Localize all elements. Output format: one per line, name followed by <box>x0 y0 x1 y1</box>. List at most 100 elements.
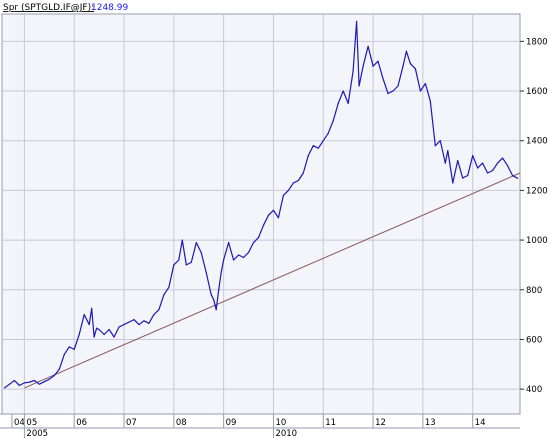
x-tick-label: 11 <box>325 418 336 428</box>
price-point <box>237 254 240 256</box>
price-point <box>158 309 160 311</box>
price-point <box>477 167 479 169</box>
price-point <box>358 85 360 87</box>
price-point <box>312 145 314 147</box>
price-point <box>43 381 45 383</box>
price-point <box>405 50 408 52</box>
price-point <box>233 259 235 261</box>
price-point <box>267 214 270 216</box>
price-point <box>282 194 285 196</box>
price-point <box>228 241 230 244</box>
price-point <box>392 90 394 92</box>
price-point <box>93 336 95 338</box>
x-tick-label: 10 <box>275 418 286 428</box>
price-point <box>83 314 85 316</box>
price-point <box>88 323 90 326</box>
price-point <box>18 384 21 387</box>
price-point <box>13 379 16 382</box>
price-point <box>215 309 217 311</box>
price-point <box>185 264 187 266</box>
symbol-label[interactable]: Spr (SPTGLD.IF@JF): <box>3 3 94 13</box>
price-point <box>382 77 384 80</box>
price-point <box>220 271 222 273</box>
price-point <box>322 140 324 142</box>
price-point <box>347 102 349 105</box>
y-tick-label: 1800 <box>526 37 548 47</box>
price-point <box>387 92 389 95</box>
price-point <box>327 132 329 134</box>
price-point <box>362 65 364 67</box>
price-point <box>28 381 30 383</box>
price-point <box>292 182 294 184</box>
price-point <box>33 379 35 382</box>
price-point <box>213 299 215 301</box>
price-point <box>457 159 459 162</box>
price-point <box>173 264 175 266</box>
price-point <box>402 65 404 67</box>
price-point <box>200 251 202 254</box>
price-point <box>332 120 334 122</box>
header-bar <box>0 0 520 13</box>
price-point <box>78 333 80 336</box>
price-point <box>96 327 98 329</box>
price-point <box>128 321 130 323</box>
price-point <box>73 348 75 351</box>
price-point <box>352 70 354 72</box>
price-point <box>58 368 60 370</box>
price-point <box>133 318 135 321</box>
price-point <box>118 326 120 328</box>
price-point <box>113 336 115 338</box>
price-point <box>302 172 304 174</box>
price-point <box>223 259 225 261</box>
plot-area[interactable] <box>1 13 521 415</box>
x-tick-label: 06 <box>76 418 87 428</box>
price-point <box>210 294 212 296</box>
price-point <box>356 20 358 23</box>
price-point <box>492 169 494 172</box>
trend-line <box>24 172 521 389</box>
price-point <box>178 259 180 261</box>
price-point <box>506 164 509 167</box>
x-year-label: 2005 <box>26 429 48 438</box>
price-point <box>372 65 374 67</box>
price-point <box>429 100 431 102</box>
price-point <box>148 322 150 324</box>
last-value-label: 1248.99 <box>91 3 128 13</box>
y-tick-label: 1600 <box>526 87 548 97</box>
y-tick-label: 400 <box>526 385 542 395</box>
price-point <box>439 140 441 142</box>
price-point <box>138 323 140 326</box>
price-point <box>482 162 484 164</box>
price-point <box>63 353 65 355</box>
price-point <box>462 177 464 179</box>
price-point <box>218 289 220 291</box>
x-tick-label: 12 <box>375 418 386 428</box>
price-layer <box>3 20 519 389</box>
x-tick-label: 08 <box>176 418 187 428</box>
price-point <box>98 328 100 331</box>
price-point <box>163 294 165 296</box>
x-tick-label: 07 <box>126 418 137 428</box>
x-tick-label: 13 <box>425 418 436 428</box>
x-tick-label: 09 <box>226 418 237 428</box>
x-axis: 04 05 06 07 08 09 10 11 12 13 14 2005 2010 <box>0 413 520 438</box>
price-point <box>297 179 299 182</box>
price-point <box>195 241 197 244</box>
price-point <box>272 209 275 211</box>
price-point <box>487 172 489 174</box>
price-point <box>516 177 519 179</box>
price-point <box>143 320 145 322</box>
y-tick-label: 800 <box>526 286 542 296</box>
price-point <box>23 382 26 384</box>
price-point <box>53 374 55 377</box>
price-point <box>247 251 250 254</box>
price-point <box>424 82 426 85</box>
price-point <box>452 182 454 184</box>
price-point <box>205 271 207 273</box>
price-point <box>307 155 309 157</box>
price-point <box>377 60 379 62</box>
price-point <box>3 387 6 389</box>
price-point <box>257 237 260 239</box>
price-point <box>501 157 504 159</box>
